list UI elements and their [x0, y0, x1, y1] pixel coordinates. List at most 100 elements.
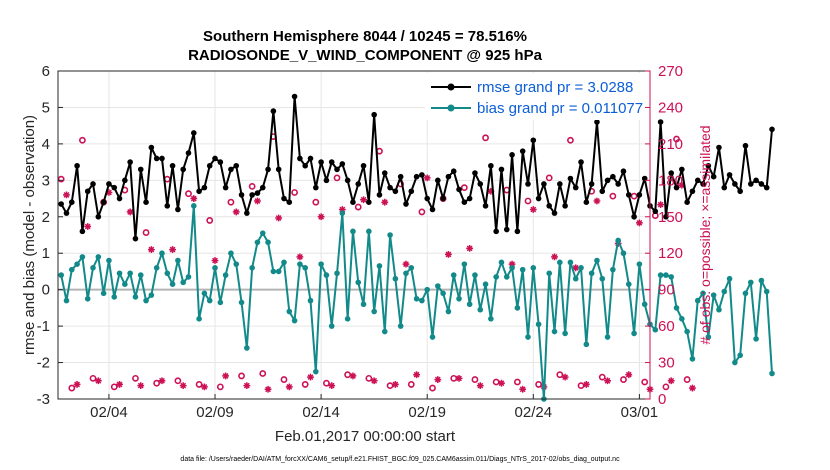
rmse-point — [726, 172, 733, 178]
bias-point — [84, 295, 91, 302]
rmse-point — [525, 181, 531, 187]
obs-assimilated-marker — [254, 197, 261, 205]
bias-point — [551, 328, 558, 335]
obs-assimilated-marker — [487, 187, 495, 195]
rmse-point — [625, 192, 632, 198]
bias-point — [700, 290, 706, 297]
rmse-point — [95, 213, 102, 220]
rmse-point — [599, 188, 606, 195]
obs-possible-marker — [280, 376, 288, 383]
bias-point — [265, 239, 271, 246]
rmse-point — [153, 155, 160, 162]
rmse-point — [445, 173, 452, 180]
bias-point — [397, 323, 404, 329]
y-tick-label-left: 0 — [42, 282, 50, 299]
bias-point — [238, 299, 245, 306]
rmse-point — [663, 213, 669, 220]
bias-point — [148, 292, 155, 298]
rmse-point — [562, 203, 568, 209]
rmse-point — [58, 201, 64, 207]
bias-point — [68, 266, 75, 273]
bias-point — [456, 295, 462, 302]
bias-point — [689, 356, 696, 362]
obs-assimilated-marker — [667, 377, 675, 385]
bias-point — [525, 334, 531, 340]
bias-point — [190, 203, 197, 209]
obs-assimilated-marker — [285, 383, 293, 391]
bias-point — [366, 228, 372, 235]
obs-assimilated-marker — [466, 244, 474, 252]
y-tick-label-right: 120 — [658, 245, 683, 262]
y-tick-label-left: 1 — [42, 245, 50, 262]
rmse-point — [557, 181, 563, 187]
y-tick-label-left: 2 — [42, 209, 50, 226]
obs-assimilated-marker — [657, 201, 665, 209]
obs-possible-marker — [206, 217, 214, 224]
rmse-point — [477, 181, 484, 187]
bias-point — [668, 274, 675, 280]
rmse-point — [169, 162, 176, 169]
bias-point — [732, 359, 738, 366]
legend-bias-marker — [447, 104, 455, 112]
obs-possible-marker — [333, 174, 341, 182]
obs-possible-marker — [460, 184, 468, 192]
y-tick-label-left: 4 — [42, 136, 50, 153]
bias-point — [371, 308, 377, 315]
obs-assimilated-marker — [211, 257, 219, 264]
y-tick-label-left: 5 — [42, 99, 50, 116]
bias-point — [249, 265, 255, 271]
bias-point — [429, 334, 436, 340]
rmse-point — [376, 192, 383, 198]
obs-assimilated-marker — [370, 377, 378, 385]
y-tick-label-right: 270 — [658, 63, 683, 80]
bias-point — [445, 308, 452, 315]
rmse-point — [620, 168, 627, 175]
rmse-point — [535, 195, 542, 202]
rmse-point — [594, 119, 600, 125]
y-tick-label-left: -2 — [37, 355, 50, 372]
bias-point — [381, 328, 388, 335]
rmse-point — [244, 210, 250, 216]
bias-point — [58, 272, 64, 278]
rmse-point — [710, 173, 717, 180]
obs-assimilated-marker — [498, 379, 505, 387]
rmse-point — [450, 168, 457, 175]
chart-title-line1: Southern Hemisphere 8044 / 10245 = 78.51… — [203, 28, 527, 45]
bias-point — [254, 239, 261, 246]
x-axis-label: Feb.01,2017 00:00:00 start — [275, 428, 456, 445]
rmse-point — [509, 152, 515, 158]
bias-point — [339, 210, 346, 216]
bias-point — [509, 265, 515, 271]
rmse-point — [541, 181, 547, 187]
obs-possible-marker — [630, 192, 638, 200]
rmse-point — [249, 192, 255, 198]
bias-point — [169, 281, 176, 288]
rmse-point — [604, 177, 611, 184]
bias-point — [535, 321, 542, 328]
rmse-point — [291, 93, 298, 100]
rmse-point — [79, 228, 86, 235]
obs-assimilated-marker — [275, 214, 283, 222]
rmse-point — [350, 199, 356, 205]
obs-assimilated-marker — [476, 382, 484, 390]
bias-point — [599, 275, 606, 282]
y-axis-left-label: rmse and bias (model - observation) — [21, 115, 38, 355]
bias-point — [344, 316, 351, 322]
rmse-point — [132, 235, 139, 242]
obs-possible-marker — [545, 174, 553, 182]
bias-point — [641, 301, 648, 308]
rmse-point — [127, 159, 133, 165]
rmse-point — [498, 166, 505, 173]
bias-point — [153, 265, 160, 271]
obs-assimilated-marker — [73, 381, 81, 388]
obs-assimilated-marker — [625, 371, 633, 379]
obs-possible-marker — [492, 378, 500, 386]
rmse-point — [610, 173, 616, 180]
rmse-point — [758, 181, 765, 187]
bias-point — [275, 268, 282, 275]
data-file-footnote: data file: /Users/raeder/DAI/ATM_forcXX/… — [180, 456, 620, 463]
obs-possible-marker — [513, 378, 521, 386]
obs-possible-marker — [291, 189, 298, 196]
obs-possible-marker — [386, 382, 394, 390]
obs-assimilated-marker — [169, 246, 176, 253]
